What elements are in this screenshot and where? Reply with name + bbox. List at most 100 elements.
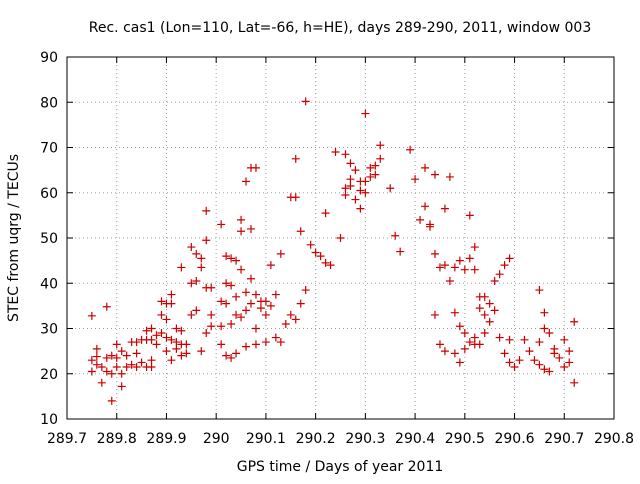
data-point [560,335,569,344]
data-point [157,297,166,306]
data-point [351,195,360,204]
data-point [227,353,236,362]
data-point [251,324,260,333]
data-point [490,276,499,285]
data-point [460,344,469,353]
data-point [157,329,166,338]
data-point [246,224,255,233]
data-point [366,163,375,172]
data-point [232,349,241,358]
data-point [455,358,464,367]
data-point [465,254,474,263]
data-point [182,340,191,349]
x-tick-label: 290.2 [296,431,336,447]
data-point [162,347,171,356]
x-tick-label: 289.7 [47,431,87,447]
data-point [107,396,116,405]
y-tick-label: 40 [40,276,58,292]
data-points [87,97,579,405]
data-point [291,154,300,163]
data-point [510,362,519,371]
data-point [276,338,285,347]
data-point [92,360,101,369]
data-point [232,310,241,319]
data-point [227,281,236,290]
data-point [237,227,246,236]
data-point [445,172,454,181]
data-point [246,274,255,283]
data-point [251,340,260,349]
x-tick-label: 290.5 [445,431,485,447]
data-point [192,306,201,315]
data-point [261,297,270,306]
data-point [505,358,514,367]
data-point [132,338,141,347]
data-point [376,154,385,163]
data-point [177,351,186,360]
data-point [440,261,449,270]
data-point [480,329,489,338]
data-point [450,349,459,358]
data-point [227,319,236,328]
data-point [107,369,116,378]
data-point [535,286,544,295]
y-tick-label: 30 [40,322,58,338]
y-tick-label: 60 [40,186,58,202]
data-point [187,279,196,288]
data-point [172,338,181,347]
data-point [167,356,176,365]
data-point [296,299,305,308]
data-point [147,324,156,333]
data-point [167,299,176,308]
data-point [470,265,479,274]
grid [67,57,614,419]
data-point [351,166,360,175]
data-point [242,288,251,297]
data-point [520,335,529,344]
data-point [152,340,161,349]
data-point [97,362,106,371]
data-point [371,170,380,179]
data-point [232,256,241,265]
data-point [177,326,186,335]
data-point [147,356,156,365]
data-point [172,324,181,333]
data-point [102,367,111,376]
x-tick-label: 290.7 [544,431,584,447]
data-point [132,349,141,358]
data-point [217,340,226,349]
data-point [207,283,216,292]
data-point [237,313,246,322]
data-point [197,263,206,272]
data-point [92,352,101,361]
data-point [450,308,459,317]
data-point [326,261,335,270]
data-point [301,97,310,106]
data-point [316,252,325,261]
y-tick-label: 80 [40,95,58,111]
data-point [366,172,375,181]
data-point [182,349,191,358]
data-point [460,265,469,274]
data-point [112,340,121,349]
data-point [261,310,270,319]
data-point [222,252,231,261]
data-point [217,322,226,331]
data-point [361,109,370,118]
data-point [505,335,514,344]
data-point [276,249,285,258]
data-point [266,301,275,310]
data-point [341,184,350,193]
data-point [202,206,211,215]
data-point [112,353,121,362]
data-point [122,351,131,360]
y-tick-label: 20 [40,367,58,383]
data-point [490,306,499,315]
data-point [341,191,350,200]
data-point [495,333,504,342]
data-point [152,331,161,340]
data-point [102,353,111,362]
data-point [242,342,251,351]
data-point [426,222,435,231]
